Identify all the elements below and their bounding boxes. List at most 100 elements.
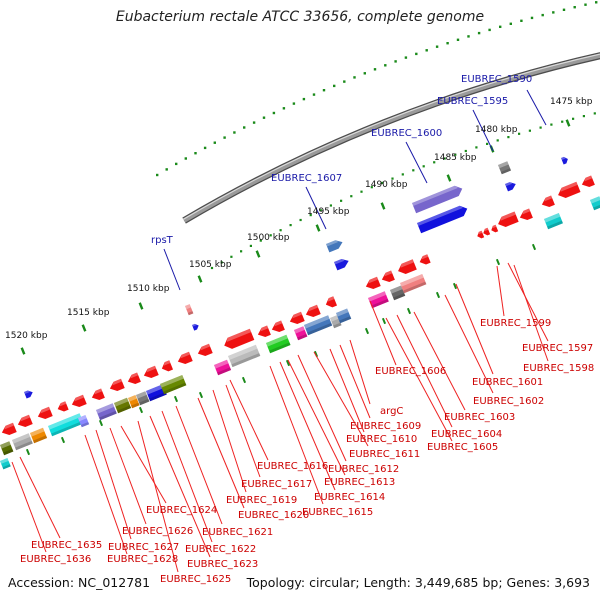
inner-tick — [452, 282, 458, 290]
inner-tick — [495, 258, 501, 266]
ruler-dot — [353, 76, 356, 79]
bottom-label-leader — [385, 317, 453, 442]
bottom-label-leader — [496, 265, 505, 317]
bottom-label-leader — [120, 425, 167, 504]
ruler-dot — [203, 146, 207, 150]
ruler-tick — [138, 302, 144, 310]
bottom-label-leader — [507, 262, 549, 342]
feature-block — [128, 395, 140, 409]
feature-arrow-red — [305, 304, 321, 318]
feature-arrow-red — [325, 296, 338, 308]
ruler-label: 1490 kbp — [365, 180, 408, 190]
ruler-dot — [213, 141, 216, 144]
top-label-leader — [305, 186, 327, 230]
bottom-label-leader — [109, 427, 147, 525]
inner-dot — [518, 132, 521, 135]
ruler-dot — [467, 35, 470, 38]
ruler-tick — [315, 224, 321, 232]
bottom-label-leader — [11, 461, 47, 553]
inner-dot — [279, 229, 282, 232]
inner-dot — [329, 204, 332, 207]
inner-dot — [210, 266, 214, 270]
inner-dot — [391, 177, 394, 180]
gene-label-bottom: EUBREC_1598 — [523, 363, 594, 374]
ruler-dot — [322, 89, 326, 92]
ruler-dot — [243, 126, 246, 129]
inner-dot — [528, 129, 531, 132]
bottom-label-leader — [396, 314, 453, 428]
bottom-label-leader — [212, 389, 247, 493]
bottom-label-leader — [19, 456, 61, 539]
bottom-label-leader — [269, 365, 324, 505]
ruler-label: 1520 kbp — [5, 331, 48, 341]
bottom-label-leader — [175, 405, 223, 525]
inner-dot — [289, 224, 292, 227]
gene-label-bottom: EUBREC_1605 — [427, 442, 498, 453]
feature-block — [96, 403, 117, 421]
ruler-dot — [499, 25, 502, 28]
inner-dot — [401, 173, 404, 176]
feature-arrow-red — [71, 394, 87, 408]
ruler-dot — [435, 45, 439, 48]
feature-arrow-red — [161, 360, 174, 372]
feature-arrow-red — [365, 276, 381, 290]
label-leader-lines — [11, 89, 549, 573]
feature-arrow-red — [271, 320, 285, 333]
gene-label-bottom: EUBREC_1613 — [324, 477, 395, 488]
ruler-dot — [456, 38, 460, 41]
ruler-dot — [165, 168, 168, 171]
ruler-tick — [446, 174, 452, 182]
ruler-tick — [81, 324, 87, 332]
feature-block — [160, 375, 187, 395]
ruler-label: 1485 kbp — [434, 153, 477, 163]
gene-label-bottom: EUBREC_1624 — [146, 505, 217, 516]
gene-labels: EUBREC_1590 EUBREC_1595 EUBREC_1600 EUBREC_… — [20, 74, 594, 585]
bottom-label-leader — [279, 361, 336, 491]
top-label-leader — [526, 89, 547, 126]
ruler-label: 1475 kbp — [550, 97, 593, 107]
inner-dot — [340, 199, 343, 202]
ruler-dot — [343, 80, 346, 83]
ruler-dot — [223, 136, 226, 139]
gene-label-top: EUBREC_1595 — [437, 96, 508, 107]
ruler-label: 1500 kbp — [247, 233, 290, 243]
feature-arrow-red — [143, 365, 159, 379]
genome-title: Eubacterium rectale ATCC 33656, complete… — [115, 9, 485, 25]
gene-label-bottom: argC — [380, 406, 403, 417]
ruler-dot — [302, 97, 306, 101]
ruler-dot — [425, 49, 428, 52]
bottom-label-leader — [455, 283, 494, 375]
inner-dot — [475, 146, 478, 149]
inner-dot — [422, 165, 425, 168]
inner-dot — [550, 123, 553, 126]
feature-arrow-red — [224, 328, 255, 349]
bottom-label-leader — [197, 397, 245, 509]
gene-label-bottom: EUBREC_1601 — [472, 377, 543, 388]
bottom-label-leader — [413, 311, 466, 411]
gene-label-bottom: EUBREC_1622 — [185, 544, 256, 555]
ruler-dot — [541, 13, 544, 17]
feature-arrow-red — [477, 230, 485, 239]
gene-label-bottom: EUBREC_1611 — [349, 449, 420, 460]
gene-label-bottom: EUBREC_1623 — [187, 559, 258, 570]
ruler-tick — [197, 275, 203, 283]
feature-block — [0, 458, 11, 470]
feature-block — [213, 359, 232, 376]
gene-label-bottom: EUBREC_1606 — [375, 366, 446, 377]
gene-label-bottom: EUBREC_1603 — [444, 412, 515, 423]
inner-dot — [572, 117, 575, 120]
ruler-tick — [565, 119, 571, 127]
gene-label-bottom: EUBREC_1635 — [31, 540, 102, 551]
gene-label-bottom: EUBREC_1602 — [473, 396, 544, 407]
bottom-label-leader — [137, 420, 179, 573]
inner-dot — [350, 195, 353, 198]
inner-dot — [433, 161, 436, 164]
feature-block-pink — [184, 304, 194, 316]
ruler-dot — [404, 56, 408, 59]
feature-block — [389, 285, 406, 301]
ruler-dot — [233, 131, 236, 134]
bottom-label-leader — [287, 359, 346, 476]
gene-features — [0, 156, 600, 470]
feature-block — [228, 344, 261, 368]
